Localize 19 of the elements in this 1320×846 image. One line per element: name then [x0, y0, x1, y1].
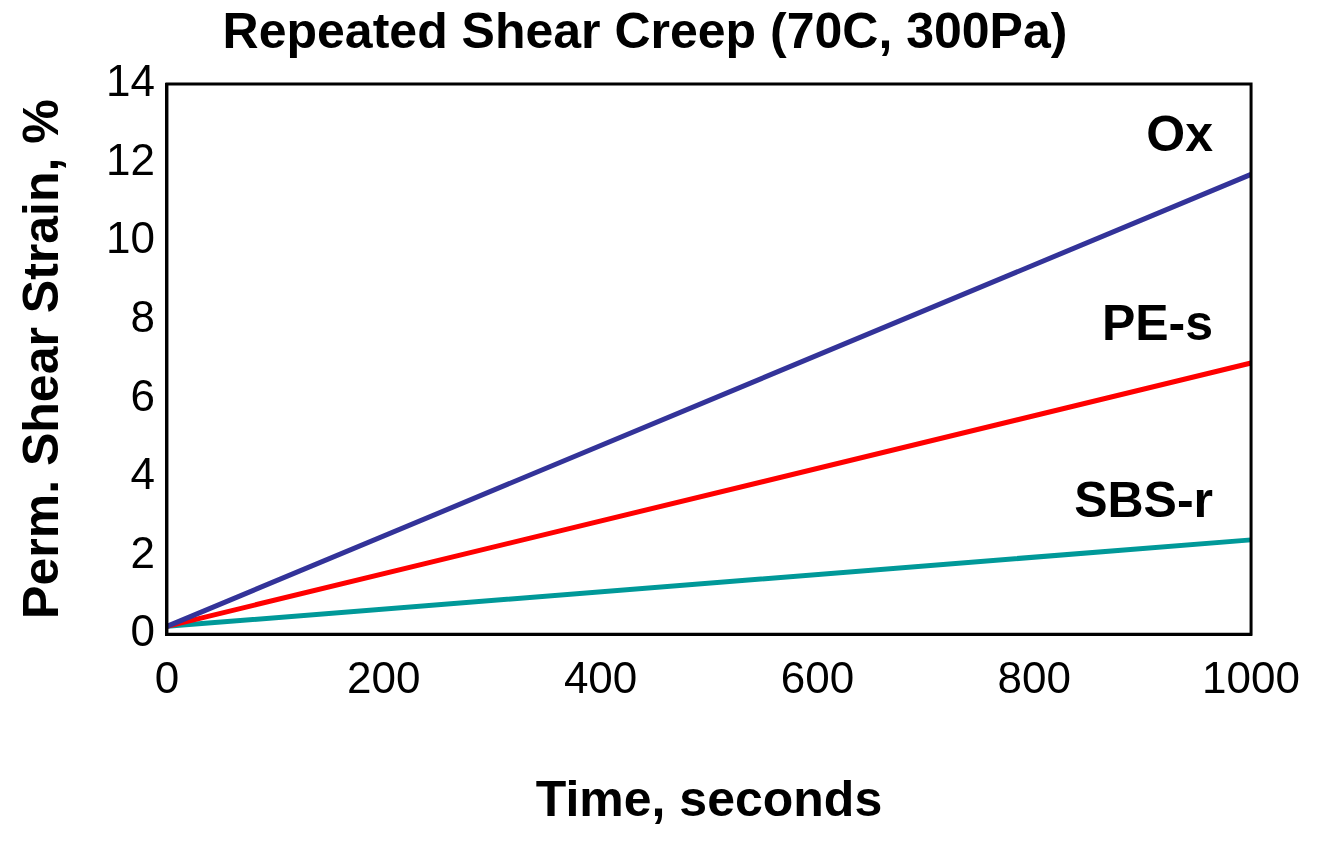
- y-tick-label: 6: [130, 370, 155, 420]
- y-tick-label: 0: [130, 606, 155, 656]
- y-axis-title: Perm. Shear Strain, %: [12, 99, 69, 619]
- x-tick-label: 600: [780, 652, 855, 702]
- series-label: Ox: [1146, 106, 1214, 163]
- x-tick-label: 200: [347, 652, 421, 702]
- y-tick-label: 12: [105, 134, 155, 184]
- chart-title: Repeated Shear Creep (70C, 300Pa): [222, 2, 1068, 59]
- y-tick-label: 2: [130, 527, 155, 577]
- y-tick-label: 14: [105, 56, 155, 106]
- series-label: SBS-r: [1074, 471, 1214, 528]
- y-tick-label: 4: [130, 449, 155, 499]
- series-label: PE-s: [1101, 294, 1214, 351]
- x-tick-label: 400: [563, 652, 638, 702]
- x-tick-label: 1000: [1202, 652, 1300, 702]
- x-axis-title: Time, seconds: [535, 770, 883, 827]
- y-tick-label: 8: [130, 291, 155, 341]
- x-tick-label: 800: [997, 652, 1071, 702]
- y-tick-label: 10: [105, 213, 155, 263]
